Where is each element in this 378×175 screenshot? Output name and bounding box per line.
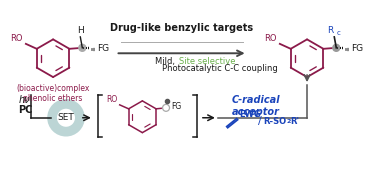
Text: EWG: EWG [240,110,261,119]
Text: RO: RO [107,95,118,104]
Text: (bioactive)complex
phenolic ethers: (bioactive)complex phenolic ethers [16,84,90,103]
Text: C-radical
acceptor: C-radical acceptor [232,95,280,117]
Text: 2: 2 [286,119,291,124]
Text: Site selective: Site selective [179,57,235,66]
Text: Drug-like benzylic targets: Drug-like benzylic targets [110,23,253,33]
Text: SET: SET [57,113,74,122]
Text: R': R' [290,117,299,126]
Text: Mild,: Mild, [155,57,178,66]
Text: H: H [77,26,84,35]
Text: Photocatalytic C-C coupling: Photocatalytic C-C coupling [162,64,278,73]
Text: RO: RO [10,34,23,43]
Text: R: R [327,26,333,35]
Text: FG: FG [351,44,363,53]
Text: /: / [257,116,261,126]
Text: hν: hν [19,95,30,105]
Text: PC: PC [19,105,33,115]
Circle shape [163,104,169,111]
Circle shape [333,44,340,51]
Text: c: c [336,30,340,36]
Text: R-SO: R-SO [263,117,287,126]
Circle shape [79,44,86,51]
Text: FG: FG [97,44,109,53]
Text: FG: FG [171,102,181,111]
Text: RO: RO [264,34,277,43]
